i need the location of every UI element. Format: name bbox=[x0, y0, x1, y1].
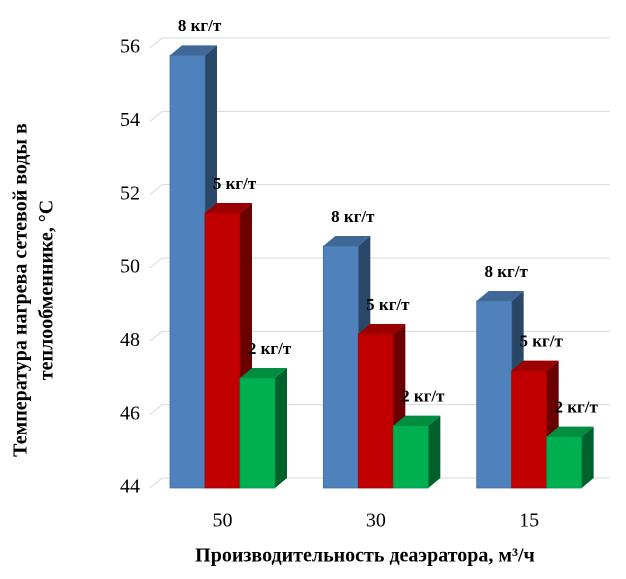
bar-top bbox=[205, 203, 252, 213]
bar-top bbox=[393, 415, 441, 426]
data-label: 5 кг/т bbox=[519, 332, 563, 351]
bar-top bbox=[358, 324, 406, 334]
bar bbox=[239, 377, 276, 489]
bar-top bbox=[323, 236, 371, 246]
bar bbox=[204, 212, 241, 489]
y-tick-label: 48 bbox=[120, 329, 140, 351]
y-axis-label: Температура нагрева сетевой воды в тепло… bbox=[10, 123, 58, 457]
bar-top bbox=[170, 45, 217, 56]
y-tick-label: 46 bbox=[120, 402, 140, 424]
y-tick-label: 54 bbox=[120, 109, 140, 131]
x-tick-label: 30 bbox=[366, 510, 386, 532]
bar-side bbox=[275, 368, 287, 488]
y-tick-label: 50 bbox=[120, 256, 140, 278]
y-tick-label: 52 bbox=[120, 182, 140, 204]
bar bbox=[392, 425, 429, 489]
y-tick-label: 44 bbox=[120, 476, 140, 498]
bar bbox=[511, 370, 548, 489]
x-tick-label: 50 bbox=[213, 510, 233, 532]
bar bbox=[476, 300, 513, 489]
bar-side bbox=[428, 415, 441, 488]
grid-line bbox=[149, 404, 610, 416]
data-label: 2 кг/т bbox=[554, 398, 598, 417]
bar-side bbox=[581, 426, 594, 488]
bar bbox=[546, 436, 583, 489]
bar bbox=[169, 54, 206, 489]
data-label: 5 кг/т bbox=[213, 174, 257, 193]
bar-top bbox=[546, 426, 594, 437]
data-label: 5 кг/т bbox=[366, 295, 410, 314]
bar bbox=[322, 245, 359, 489]
y-tick-label: 56 bbox=[120, 36, 140, 58]
y-axis-label-line: теплообменнике, °C bbox=[36, 200, 58, 380]
x-axis-label: Производительность деаэратора, м³/ч bbox=[195, 545, 535, 567]
bar-top bbox=[476, 291, 524, 301]
data-label: 2 кг/т bbox=[248, 339, 292, 358]
x-tick-label: 15 bbox=[519, 510, 539, 532]
grid-line bbox=[149, 477, 610, 489]
data-label: 8 кг/т bbox=[484, 262, 528, 281]
grid-line bbox=[149, 184, 610, 196]
bar-top bbox=[511, 360, 559, 371]
data-label: 2 кг/т bbox=[401, 387, 445, 406]
grid-line bbox=[149, 110, 610, 122]
grid-line bbox=[149, 330, 610, 342]
data-label: 8 кг/т bbox=[178, 16, 222, 35]
y-axis-label-line: Температура нагрева сетевой воды в bbox=[10, 123, 32, 457]
data-label: 8 кг/т bbox=[331, 207, 375, 226]
grid-line bbox=[149, 257, 610, 269]
bar bbox=[357, 333, 394, 489]
bar-top bbox=[240, 368, 287, 378]
grid-line bbox=[149, 37, 610, 49]
